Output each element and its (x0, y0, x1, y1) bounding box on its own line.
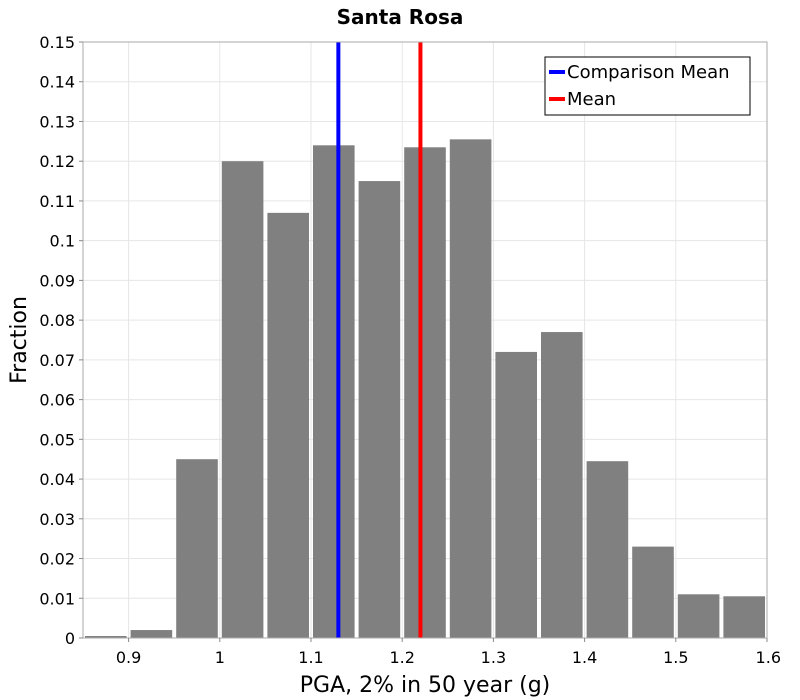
histogram-bar (130, 630, 173, 638)
histogram-bar (267, 212, 309, 638)
y-tick-label: 0.13 (39, 112, 75, 131)
x-tick-label: 0.9 (116, 648, 141, 667)
histogram-bar (221, 161, 264, 638)
plot-frame (82, 41, 768, 639)
y-tick-label: 0.15 (39, 33, 75, 52)
y-tick-label: 0.02 (39, 550, 75, 569)
histogram-bar (495, 351, 537, 638)
histogram-bar (449, 139, 492, 638)
x-axis-label: PGA, 2% in 50 year (g) (300, 673, 551, 698)
histogram-bar (677, 594, 720, 638)
mean-lines (336, 42, 423, 638)
legend-box (544, 56, 751, 116)
x-axis-ticks: 0.9 1 1.1 1.2 1.3 1.4 1.5 1.6 (116, 638, 781, 667)
legend-label-comparison-mean: Comparison Mean (567, 62, 730, 83)
y-tick-label: 0.09 (39, 271, 75, 290)
histogram-bar (85, 636, 127, 638)
histogram-bar (541, 332, 583, 638)
y-axis-ticks: 0 0.01 0.02 0.03 0.04 0.05 0.06 0.07 0.08 0.09 0.1… (39, 33, 83, 648)
x-tick-label: 1.3 (481, 648, 506, 667)
bars (85, 139, 765, 639)
x-tick-label: 1.5 (663, 648, 688, 667)
x-tick-label: 1.6 (756, 648, 781, 667)
y-tick-label: 0.11 (39, 192, 75, 211)
histogram-bar (176, 459, 218, 638)
histogram-bar (723, 596, 765, 638)
histogram-bar (358, 181, 401, 639)
y-tick-label: 0.01 (39, 589, 75, 608)
y-tick-label: 0.12 (39, 152, 75, 171)
y-tick-label: 0.05 (39, 430, 75, 449)
y-tick-label: 0.08 (39, 311, 75, 330)
histogram-bar (586, 461, 629, 638)
y-tick-label: 0.04 (39, 470, 75, 489)
y-tick-label: 0.07 (39, 351, 75, 370)
legend-label-mean: Mean (567, 89, 616, 110)
histogram-bar (313, 145, 355, 638)
legend: Comparison Mean Mean (544, 56, 751, 116)
y-tick-label: 0 (65, 629, 75, 648)
chart-title: Santa Rosa (337, 5, 464, 29)
x-tick-label: 1.1 (298, 648, 323, 667)
y-tick-label: 0.06 (39, 391, 75, 410)
histogram-bar (632, 546, 674, 638)
y-tick-label: 0.1 (50, 232, 75, 251)
y-tick-label: 0.03 (39, 510, 75, 529)
x-tick-label: 1.2 (389, 648, 414, 667)
y-axis-label: Fraction (7, 296, 32, 384)
histogram-bar (404, 147, 446, 638)
x-tick-label: 1.4 (572, 648, 597, 667)
y-tick-label: 0.14 (39, 73, 75, 92)
x-tick-label: 1 (215, 648, 225, 667)
